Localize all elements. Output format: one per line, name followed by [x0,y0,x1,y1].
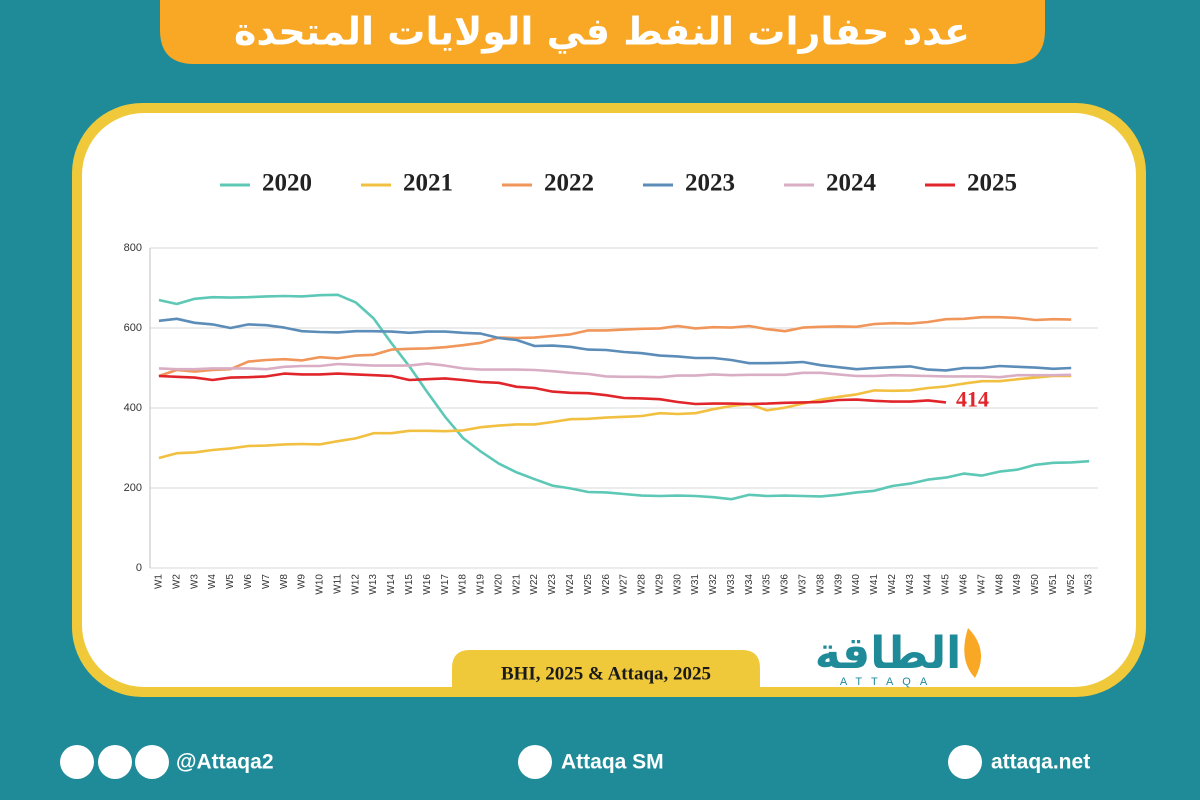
x-tick-label: W28 [637,574,648,595]
x-tick-label: W7 [261,574,272,589]
social-handle[interactable]: @Attaqa2 [176,751,274,774]
legend-label: 2025 [967,170,1017,197]
x-tick-label: W31 [690,574,701,595]
x-tick-label: W8 [279,574,290,589]
x-tick-label: W34 [744,574,755,595]
x-tick-label: W42 [887,574,898,595]
x-tick-label: W17 [440,574,451,595]
x-tick-label: W20 [493,574,504,595]
y-tick-label: 600 [124,322,142,334]
x-tick-label: W52 [1066,574,1077,595]
series-line [158,362,1072,379]
x-tick-label: W15 [404,574,415,595]
x-tick-label: W29 [654,574,665,595]
x-tick-label: W49 [1012,574,1023,595]
x-tick-label: W47 [976,574,987,595]
x-tick-label: W32 [708,574,719,595]
x-icon[interactable] [60,745,94,779]
x-tick-label: W26 [601,574,612,595]
logo: الطاقة ATTAQA [815,628,982,688]
x-tick-label: W38 [815,574,826,595]
x-tick-label: W13 [368,574,379,595]
x-tick-label: W27 [619,574,630,595]
series-line [158,317,1072,372]
facebook-icon[interactable] [135,745,169,779]
x-tick-label: W37 [798,574,809,595]
legend-label: 2021 [403,170,453,197]
x-tick-label: W2 [171,574,182,589]
x-tick-label: W35 [762,574,773,595]
x-tick-label: W4 [207,574,218,589]
footer: @Attaqa2 Attaqa SM attaqa.net [60,745,1090,779]
logo-latin: ATTAQA [840,676,936,688]
y-tick-label: 200 [124,482,142,494]
x-tick-label: W43 [905,574,916,595]
title: عدد حفارات النفط في الولايات المتحدة [234,10,970,54]
website[interactable]: attaqa.net [991,751,1090,774]
y-tick-label: 800 [124,242,142,254]
logo-name: الطاقة [815,628,961,679]
logo-drop [964,628,982,678]
x-tick-label: W23 [547,574,558,595]
x-tick-label: W40 [851,574,862,595]
x-tick-label: W44 [923,574,934,595]
x-tick-label: W9 [297,574,308,589]
x-tick-label: W24 [565,574,576,595]
x-tick-label: W30 [672,574,683,595]
x-tick-label: W41 [869,574,880,595]
x-tick-label: W3 [189,574,200,589]
title-banner [160,0,1045,64]
web-icon[interactable] [948,745,982,779]
youtube-handle[interactable]: Attaqa SM [561,751,664,774]
x-tick-label: W21 [511,574,522,595]
youtube-icon[interactable] [518,745,552,779]
x-tick-label: W46 [958,574,969,595]
x-tick-label: W48 [994,574,1005,595]
legend-label: 2020 [262,170,312,197]
series-line [158,315,1072,378]
y-tick-label: 0 [136,562,142,574]
x-tick-label: W50 [1030,574,1041,595]
legend-label: 2024 [826,170,877,197]
x-tick-label: W45 [941,574,952,595]
x-tick-label: W11 [332,574,343,594]
y-tick-label: 400 [124,402,142,414]
x-tick-label: W5 [225,574,236,589]
x-tick-label: W39 [833,574,844,595]
x-tick-label: W6 [243,574,254,589]
series-line [158,372,947,406]
source: BHI, 2025 & Attaqa, 2025 [501,663,711,684]
x-tick-label: W1 [154,574,165,589]
series-line [158,293,1090,501]
x-tick-label: W19 [476,574,487,595]
x-tick-label: W16 [422,574,433,595]
x-tick-label: W22 [529,574,540,595]
x-tick-label: W36 [780,574,791,595]
x-tick-label: W53 [1084,574,1095,595]
legend-label: 2022 [544,170,594,197]
instagram-icon[interactable] [98,745,132,779]
source-pill [452,650,760,697]
x-tick-label: W14 [386,574,397,595]
x-tick-label: W12 [350,574,361,595]
x-tick-label: W18 [458,574,469,595]
card [82,113,1136,687]
chart: 0 200 400 600 800 W1 W2 W3 W4 W5 W6 W7 W8 W9 W10 W11 W12… [124,170,1098,595]
x-tick-label: W51 [1048,574,1059,595]
x-tick-label: W25 [583,574,594,595]
series-line [158,374,1072,460]
x-tick-label: W10 [315,574,326,595]
end-value-label: 414 [956,386,989,411]
legend-label: 2023 [685,170,735,197]
x-tick-label: W33 [726,574,737,595]
